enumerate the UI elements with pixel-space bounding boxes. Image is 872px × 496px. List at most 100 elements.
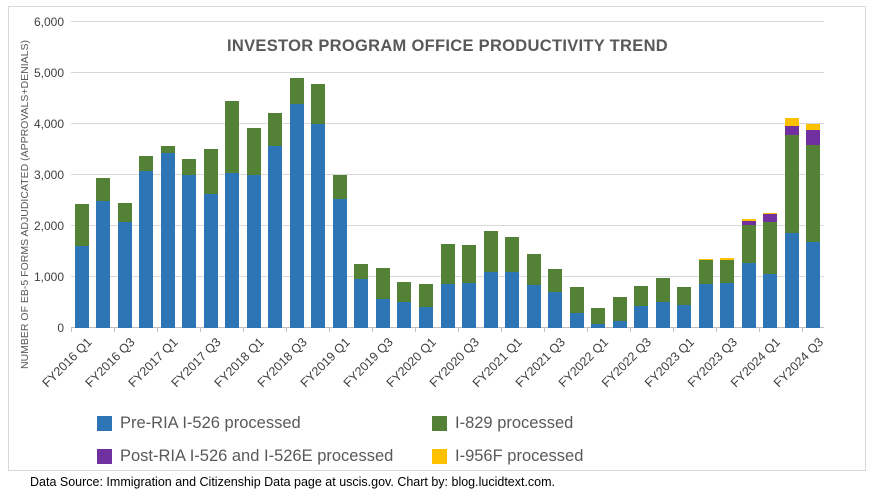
legend-item-post-ria-i526: Post-RIA I-526 and I-526E processed [97, 447, 432, 466]
y-tick-label-3000: 3,000 [33, 168, 64, 182]
bar-fy2023-q3-i956f [720, 257, 735, 260]
x-axis-tick [415, 328, 417, 332]
legend-swatch-post-ria-i526 [97, 449, 112, 464]
legend: Pre-RIA I-526 processed I-829 processed … [97, 414, 583, 466]
legend-label-i829: I-829 processed [455, 414, 574, 432]
bar-fy2024-q1-pre-ria-i526 [763, 273, 778, 328]
x-axis-tick [372, 328, 374, 332]
bar-fy2017-q4-pre-ria-i526 [225, 173, 240, 328]
bar-fy2024-q2-i829 [784, 135, 799, 234]
legend-swatch-pre-ria-i526 [97, 416, 112, 431]
bar-fy2021-q2-pre-ria-i526 [526, 284, 541, 328]
x-axis-tick [630, 328, 632, 332]
bar-fy2016-q2-pre-ria-i526 [96, 200, 111, 328]
bar-fy2019-q1-i829 [332, 174, 347, 199]
bar-fy2020-q4-pre-ria-i526 [483, 272, 498, 328]
legend-item-i829: I-829 processed [432, 414, 583, 433]
data-source-note: Data Source: Immigration and Citizenship… [30, 475, 556, 489]
bar-fy2019-q3-i829 [375, 267, 390, 300]
y-tick-label-5000: 5,000 [33, 66, 64, 80]
bar-fy2021-q4-i829 [569, 287, 584, 314]
bar-fy2021-q1-i829 [505, 237, 520, 273]
bar-fy2018-q3-i829 [289, 78, 304, 104]
legend-label-i956f: I-956F processed [455, 447, 584, 465]
bar-fy2017-q1-pre-ria-i526 [160, 153, 175, 328]
gridline-2000 [71, 225, 824, 226]
bar-fy2016-q1-pre-ria-i526 [74, 246, 89, 328]
bar-fy2019-q1-pre-ria-i526 [332, 198, 347, 328]
y-tick-label-2000: 2,000 [33, 219, 64, 233]
bar-fy2024-q1-post-ria-i526 [763, 213, 778, 223]
bar-fy2019-q4-pre-ria-i526 [397, 302, 412, 328]
bar-fy2017-q1-i829 [160, 145, 175, 154]
bar-fy2020-q1-pre-ria-i526 [418, 306, 433, 328]
bar-fy2018-q1-i829 [246, 127, 261, 175]
chart-title: INVESTOR PROGRAM OFFICE PRODUCTIVITY TRE… [226, 37, 669, 55]
bar-fy2023-q3-i829 [720, 259, 735, 283]
bar-fy2020-q3-pre-ria-i526 [462, 283, 476, 328]
bar-fy2019-q3-pre-ria-i526 [375, 299, 390, 328]
bar-fy2024-q1-i829 [763, 222, 778, 274]
bar-fy2022-q1-pre-ria-i526 [591, 324, 606, 328]
x-axis-tick [587, 328, 589, 332]
bar-fy2023-q3-pre-ria-i526 [720, 282, 735, 328]
bar-fy2021-q3-i829 [548, 268, 563, 293]
bar-fy2022-q3-i829 [634, 286, 649, 306]
bar-fy2023-q2-pre-ria-i526 [698, 283, 713, 328]
bar-fy2023-q4-post-ria-i526 [741, 220, 756, 225]
bar-fy2017-q4-i829 [225, 101, 240, 174]
bar-fy2016-q3-i829 [117, 202, 132, 222]
bar-fy2016-q2-i829 [96, 178, 111, 201]
x-axis-tick [329, 328, 331, 332]
x-axis-tick [759, 328, 761, 332]
gridline-6000 [71, 21, 824, 22]
bar-fy2016-q4-i829 [139, 156, 154, 171]
bar-fy2024-q3-pre-ria-i526 [806, 242, 821, 328]
x-axis-tick [802, 328, 804, 332]
bar-fy2016-q3-pre-ria-i526 [117, 221, 132, 328]
gridline-4000 [71, 123, 824, 124]
bar-fy2017-q2-i829 [182, 158, 197, 175]
bar-fy2021-q3-pre-ria-i526 [548, 292, 563, 328]
legend-item-i956f: I-956F processed [432, 447, 583, 466]
x-axis-tick [673, 328, 675, 332]
bar-fy2017-q3-pre-ria-i526 [203, 194, 218, 328]
bar-fy2023-q4-i956f [741, 219, 756, 221]
bar-fy2017-q3-i829 [203, 149, 218, 195]
x-axis-tick [71, 328, 72, 332]
x-axis-tick [243, 328, 245, 332]
bar-fy2024-q2-i956f [784, 118, 799, 127]
bar-fy2021-q4-pre-ria-i526 [569, 313, 584, 328]
y-tick-label-1000: 1,000 [33, 270, 64, 284]
x-axis-tick [114, 328, 116, 332]
bar-fy2022-q4-pre-ria-i526 [655, 302, 670, 328]
bar-fy2023-q4-i829 [741, 225, 756, 263]
bar-fy2022-q2-i829 [612, 297, 627, 322]
x-axis-tick [458, 328, 460, 332]
bar-fy2022-q3-pre-ria-i526 [634, 305, 649, 328]
bar-fy2024-q3-post-ria-i526 [806, 129, 821, 145]
legend-swatch-i829 [432, 416, 447, 431]
x-axis-tick [286, 328, 288, 332]
bar-fy2018-q4-pre-ria-i526 [311, 124, 326, 328]
y-tick-label-6000: 6,000 [33, 15, 64, 29]
bar-fy2020-q4-i829 [483, 231, 498, 273]
bar-fy2018-q2-pre-ria-i526 [268, 145, 283, 328]
x-axis-tick [716, 328, 718, 332]
plot-area [71, 21, 824, 332]
x-axis-tick [501, 328, 503, 332]
legend-item-pre-ria-i526: Pre-RIA I-526 processed [97, 414, 432, 433]
bar-fy2023-q4-pre-ria-i526 [741, 262, 756, 328]
x-axis-tick [544, 328, 546, 332]
bar-fy2019-q2-pre-ria-i526 [354, 279, 369, 328]
bar-fy2023-q1-i829 [677, 286, 692, 305]
legend-label-post-ria-i526: Post-RIA I-526 and I-526E processed [120, 447, 394, 465]
bar-fy2020-q1-i829 [418, 283, 433, 307]
bar-fy2024-q1-i956f [763, 212, 778, 214]
bar-fy2023-q1-pre-ria-i526 [677, 304, 692, 328]
legend-label-pre-ria-i526: Pre-RIA I-526 processed [120, 414, 301, 432]
bar-fy2020-q2-i829 [440, 243, 455, 285]
bar-fy2020-q2-pre-ria-i526 [440, 284, 455, 328]
bar-fy2021-q1-pre-ria-i526 [505, 272, 520, 328]
